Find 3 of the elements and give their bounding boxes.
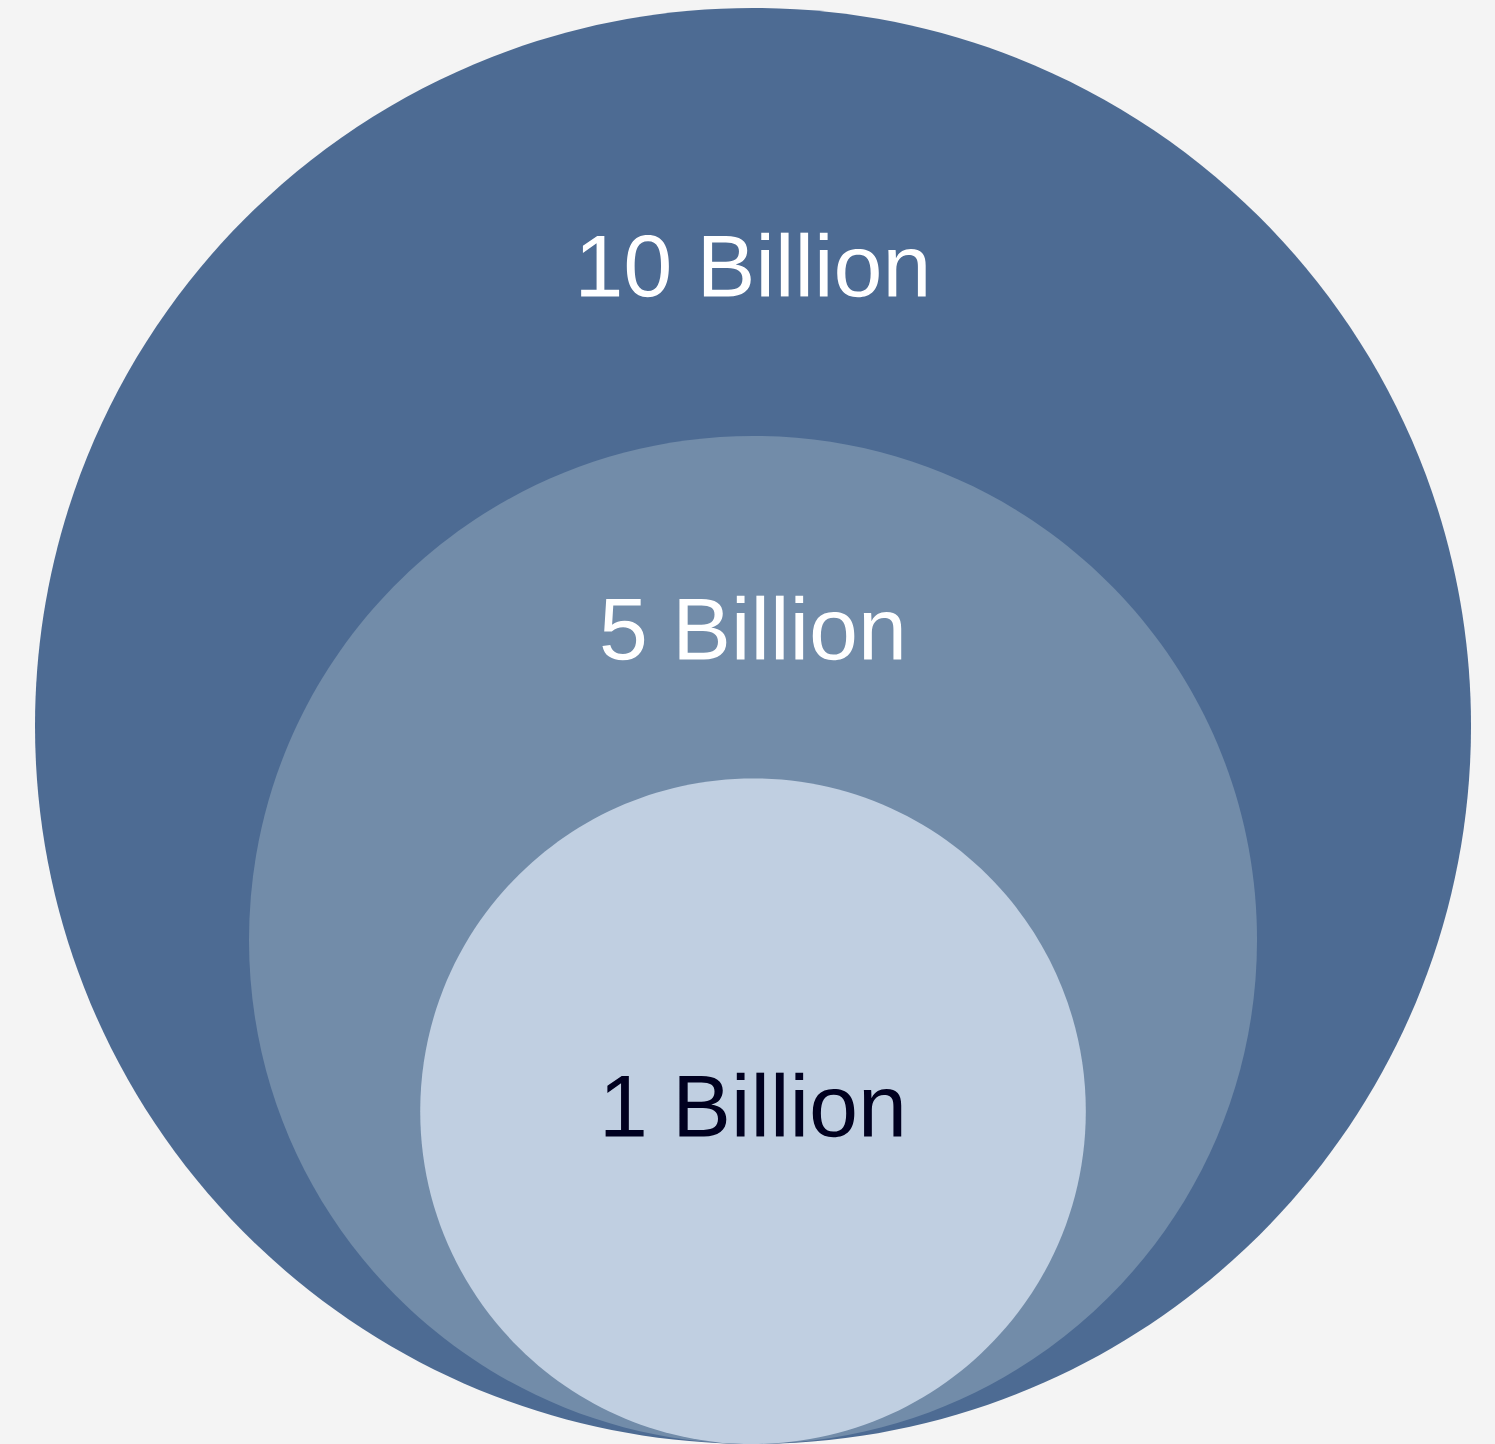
data-label: 1 Billion bbox=[605, 1072, 902, 1138]
data-label: 5 Billion bbox=[602, 595, 902, 661]
data-label: 10 Billion bbox=[581, 232, 926, 298]
